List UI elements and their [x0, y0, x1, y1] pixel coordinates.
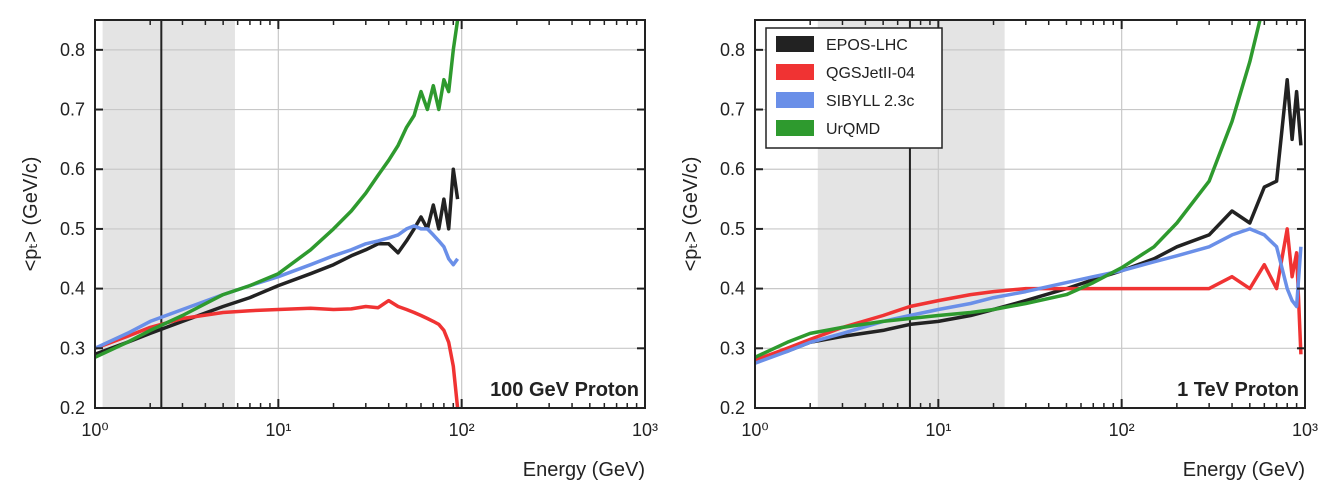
- x-axis-label: Energy (GeV): [523, 459, 645, 481]
- series-line-epos-lhc: [95, 167, 460, 356]
- y-tick-label: 0.3: [720, 338, 745, 358]
- legend-swatch: [776, 64, 814, 80]
- chart-panel-1: 0.2 0.3 0.4 0.5 0.6 0.7 0.8 10⁰ 10¹ 10² 10³ Energy …: [20, 19, 658, 481]
- legend-label: EPOS-LHC: [826, 37, 908, 54]
- panel-annotation: 1 TeV Proton: [1177, 379, 1299, 401]
- plot-frame: [754, 19, 1306, 409]
- series-line-urqmd: [95, 20, 460, 359]
- y-tick-label: 0.7: [720, 100, 745, 120]
- legend-label: QGSJetII-04: [826, 65, 915, 82]
- y-tick-label: 0.5: [60, 219, 85, 239]
- y-tick-label: 0.8: [60, 40, 85, 60]
- x-tick-label: 10³: [1292, 420, 1318, 440]
- x-tick-label: 10²: [1109, 420, 1135, 440]
- legend: EPOS-LHC QGSJetII-04 SIBYLL 2.3c UrQMD: [765, 27, 943, 149]
- chart-panel-2: 0.2 0.3 0.4 0.5 0.6 0.7 0.8 10⁰ 10¹ 10² 10³ Energy …: [680, 19, 1318, 481]
- y-tick-label: 0.6: [60, 159, 85, 179]
- panel-annotation: 100 GeV Proton: [490, 379, 639, 401]
- x-tick-label: 10⁰: [81, 420, 108, 440]
- legend-swatch: [776, 36, 814, 52]
- legend-swatch: [776, 92, 814, 108]
- y-axis-label: <pₜ> (GeV/c): [20, 157, 42, 272]
- series-line-qgsjetii-04: [755, 227, 1303, 362]
- x-tick-label: 10¹: [925, 420, 951, 440]
- x-axis-label: Energy (GeV): [1183, 459, 1305, 481]
- y-tick-label: 0.6: [720, 159, 745, 179]
- y-tick-label: 0.4: [60, 279, 85, 299]
- plot-frame: [94, 19, 646, 409]
- legend-swatch: [776, 120, 814, 136]
- series-line-urqmd: [755, 20, 1262, 359]
- y-tick-label: 0.7: [60, 100, 85, 120]
- y-tick-label: 0.8: [720, 40, 745, 60]
- legend-label: SIBYLL 2.3c: [826, 93, 914, 110]
- y-tick-label: 0.2: [720, 398, 745, 418]
- y-tick-label: 0.5: [720, 219, 745, 239]
- x-tick-label: 10⁰: [741, 420, 768, 440]
- y-tick-label: 0.3: [60, 338, 85, 358]
- x-tick-label: 10³: [632, 420, 658, 440]
- y-tick-label: 0.2: [60, 398, 85, 418]
- y-axis-label: <pₜ> (GeV/c): [680, 157, 702, 272]
- y-tick-label: 0.4: [720, 279, 745, 299]
- shaded-region: [102, 20, 235, 408]
- legend-label: UrQMD: [826, 121, 880, 138]
- x-tick-label: 10¹: [265, 420, 291, 440]
- series-line-qgsjetii-04: [95, 298, 460, 408]
- x-tick-label: 10²: [449, 420, 475, 440]
